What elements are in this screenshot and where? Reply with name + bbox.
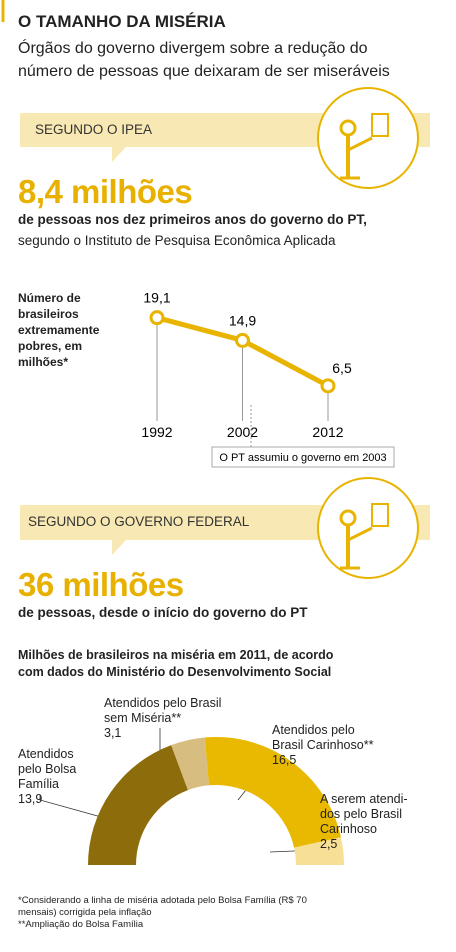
big-number: 8,4 milhões	[18, 173, 193, 210]
section-label: SEGUNDO O IPEA	[35, 122, 153, 137]
value-label: 3,1	[104, 726, 122, 740]
footnote: *Considerando a linha de miséria adotada…	[18, 895, 307, 918]
point	[235, 332, 250, 348]
value-label: 6,5	[332, 360, 352, 376]
slice	[171, 737, 210, 791]
icon	[316, 86, 420, 190]
icon	[316, 476, 420, 580]
x-tick-label: 1992	[141, 424, 172, 440]
description: segundo o Instituto de Pesquisa Econômic…	[18, 233, 336, 248]
chart-title: Milhões de brasileiros na miséria em 201…	[18, 648, 334, 679]
description: de pessoas, desde o início do governo do…	[18, 605, 308, 620]
value-label: 2,5	[320, 837, 338, 851]
slice-label: Atendidos pelo Bolsa Família	[18, 747, 77, 791]
section-label: SEGUNDO O GOVERNO FEDERAL	[28, 514, 250, 529]
big-number: 36 milhões	[18, 566, 184, 603]
y-axis-label: Número de brasileiros extremamente pobre…	[18, 291, 100, 369]
slice-label: A serem atendi- dos pelo Brasil Carinhos…	[320, 792, 408, 836]
point	[149, 310, 165, 326]
slice-label: Atendidos pelo Brasil sem Miséria**	[104, 696, 222, 725]
value-label: 14,9	[229, 312, 256, 328]
annotation: O PT assumiu o governo em 2003	[219, 452, 386, 464]
slice	[204, 737, 341, 848]
slice	[294, 837, 344, 865]
x-tick-label: 2002	[227, 424, 258, 440]
slice-label: Atendidos pelo Brasil Carinhoso**	[272, 723, 374, 752]
slice	[88, 745, 188, 865]
value-label: 16,5	[272, 753, 297, 767]
description: de pessoas nos dez primeiros anos do gov…	[18, 212, 367, 227]
point	[320, 378, 336, 394]
subtitle: Órgãos do governo divergem sobre a reduç…	[18, 40, 390, 80]
title: O TAMANHO DA MISÉRIA	[18, 12, 226, 31]
annotation-box	[211, 446, 395, 468]
value-label: 13,9	[18, 792, 43, 806]
x-tick-label: 2012	[312, 424, 343, 440]
value-label: 19,1	[143, 290, 170, 306]
footnote: **Ampliação do Bolsa Família	[18, 919, 144, 930]
